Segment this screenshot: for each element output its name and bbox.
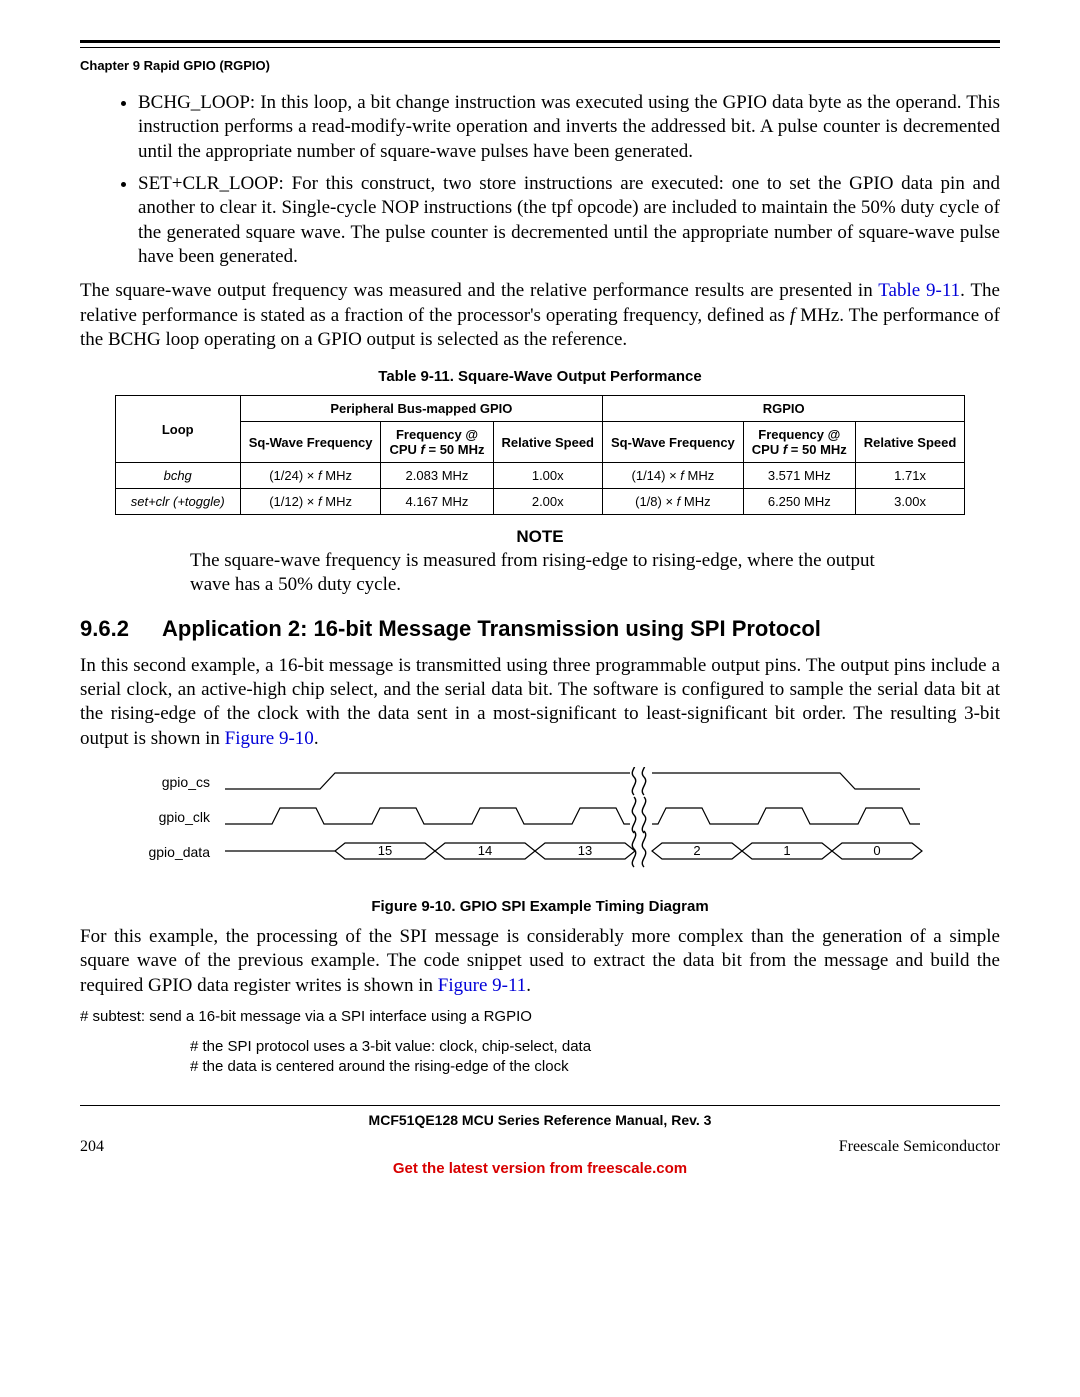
cell: (1/12) × f MHz	[240, 489, 381, 515]
figure-ref-link[interactable]: Figure 9-10	[225, 728, 314, 749]
code-comment: # subtest: send a 16-bit message via a S…	[80, 1008, 1000, 1025]
footer-title: MCF51QE128 MCU Series Reference Manual, …	[80, 1112, 1000, 1128]
table-row: Loop Peripheral Bus-mapped GPIO RGPIO	[115, 396, 965, 422]
signal-label: gpio_data	[148, 844, 210, 860]
svg-text:1: 1	[783, 843, 790, 858]
timing-svg: gpio_cs gpio_clk gpio_data	[140, 767, 930, 877]
footer-link[interactable]: Get the latest version from freescale.co…	[80, 1160, 1000, 1177]
section-title: Application 2: 16-bit Message Transmissi…	[162, 616, 821, 641]
table-caption: Table 9-11. Square-Wave Output Performan…	[80, 368, 1000, 385]
cell: 2.00x	[493, 489, 603, 515]
group-header-rgpio: RGPIO	[603, 396, 965, 422]
cell: (1/24) × f MHz	[240, 463, 381, 489]
table-row: Sq-Wave Frequency Frequency @CPU f = 50 …	[115, 422, 965, 463]
timing-diagram: gpio_cs gpio_clk gpio_data	[140, 767, 1000, 882]
bullet-list: BCHG_LOOP: In this loop, a bit change in…	[80, 91, 1000, 269]
svg-text:15: 15	[378, 843, 392, 858]
group-header-peripheral: Peripheral Bus-mapped GPIO	[240, 396, 602, 422]
paragraph: The square-wave output frequency was mea…	[80, 279, 1000, 352]
signal-label: gpio_clk	[159, 809, 211, 825]
cell-loop: bchg	[115, 463, 240, 489]
top-rule-heavy	[80, 40, 1000, 43]
signal-label: gpio_cs	[162, 774, 210, 790]
data-wave	[225, 843, 922, 859]
section-heading: 9.6.2Application 2: 16-bit Message Trans…	[80, 616, 1000, 642]
text: .	[526, 975, 531, 996]
code-comment: # the SPI protocol uses a 3-bit value: c…	[190, 1037, 1000, 1078]
cell-loop: set+clr (+toggle)	[115, 489, 240, 515]
text: In this second example, a 16-bit message…	[80, 655, 1000, 749]
col-header: Relative Speed	[855, 422, 965, 463]
col-header: Frequency @CPU f = 50 MHz	[381, 422, 493, 463]
paragraph: In this second example, a 16-bit message…	[80, 654, 1000, 751]
svg-text:0: 0	[873, 843, 880, 858]
col-header: Frequency @CPU f = 50 MHz	[743, 422, 855, 463]
list-item: BCHG_LOOP: In this loop, a bit change in…	[138, 91, 1000, 164]
footer-vendor: Freescale Semiconductor	[839, 1138, 1000, 1156]
cell: 1.00x	[493, 463, 603, 489]
table-row: set+clr (+toggle) (1/12) × f MHz 4.167 M…	[115, 489, 965, 515]
page: Chapter 9 Rapid GPIO (RGPIO) BCHG_LOOP: …	[0, 0, 1080, 1207]
footer-row: 204 Freescale Semiconductor	[80, 1138, 1000, 1156]
table-ref-link[interactable]: Table 9-11	[878, 280, 960, 301]
cs-wave	[225, 773, 920, 789]
cell: (1/14) × f MHz	[603, 463, 744, 489]
table-row: bchg (1/24) × f MHz 2.083 MHz 1.00x (1/1…	[115, 463, 965, 489]
col-header: Relative Speed	[493, 422, 603, 463]
chapter-heading: Chapter 9 Rapid GPIO (RGPIO)	[80, 58, 1000, 73]
cell: 1.71x	[855, 463, 965, 489]
note-body: The square-wave frequency is measured fr…	[190, 549, 890, 598]
list-item: SET+CLR_LOOP: For this construct, two st…	[138, 172, 1000, 269]
cell: 4.167 MHz	[381, 489, 493, 515]
top-rule-thin	[80, 47, 1000, 48]
col-header: Sq-Wave Frequency	[603, 422, 744, 463]
cell: 6.250 MHz	[743, 489, 855, 515]
col-header-loop: Loop	[115, 396, 240, 463]
footer-rule	[80, 1105, 1000, 1106]
text: For this example, the processing of the …	[80, 926, 1000, 996]
cell: (1/8) × f MHz	[603, 489, 744, 515]
text: The square-wave output frequency was mea…	[80, 280, 878, 301]
clk-wave	[225, 808, 920, 824]
svg-text:14: 14	[478, 843, 492, 858]
col-header: Sq-Wave Frequency	[240, 422, 381, 463]
section-number: 9.6.2	[80, 616, 162, 642]
paragraph: For this example, the processing of the …	[80, 925, 1000, 998]
performance-table: Loop Peripheral Bus-mapped GPIO RGPIO Sq…	[115, 395, 966, 515]
cell: 3.00x	[855, 489, 965, 515]
cell: 2.083 MHz	[381, 463, 493, 489]
svg-text:13: 13	[578, 843, 592, 858]
cell: 3.571 MHz	[743, 463, 855, 489]
text: .	[314, 728, 319, 749]
note-heading: NOTE	[80, 527, 1000, 547]
figure-caption: Figure 9-10. GPIO SPI Example Timing Dia…	[80, 898, 1000, 915]
svg-text:2: 2	[693, 843, 700, 858]
figure-ref-link[interactable]: Figure 9-11	[438, 975, 526, 996]
page-number: 204	[80, 1138, 104, 1156]
